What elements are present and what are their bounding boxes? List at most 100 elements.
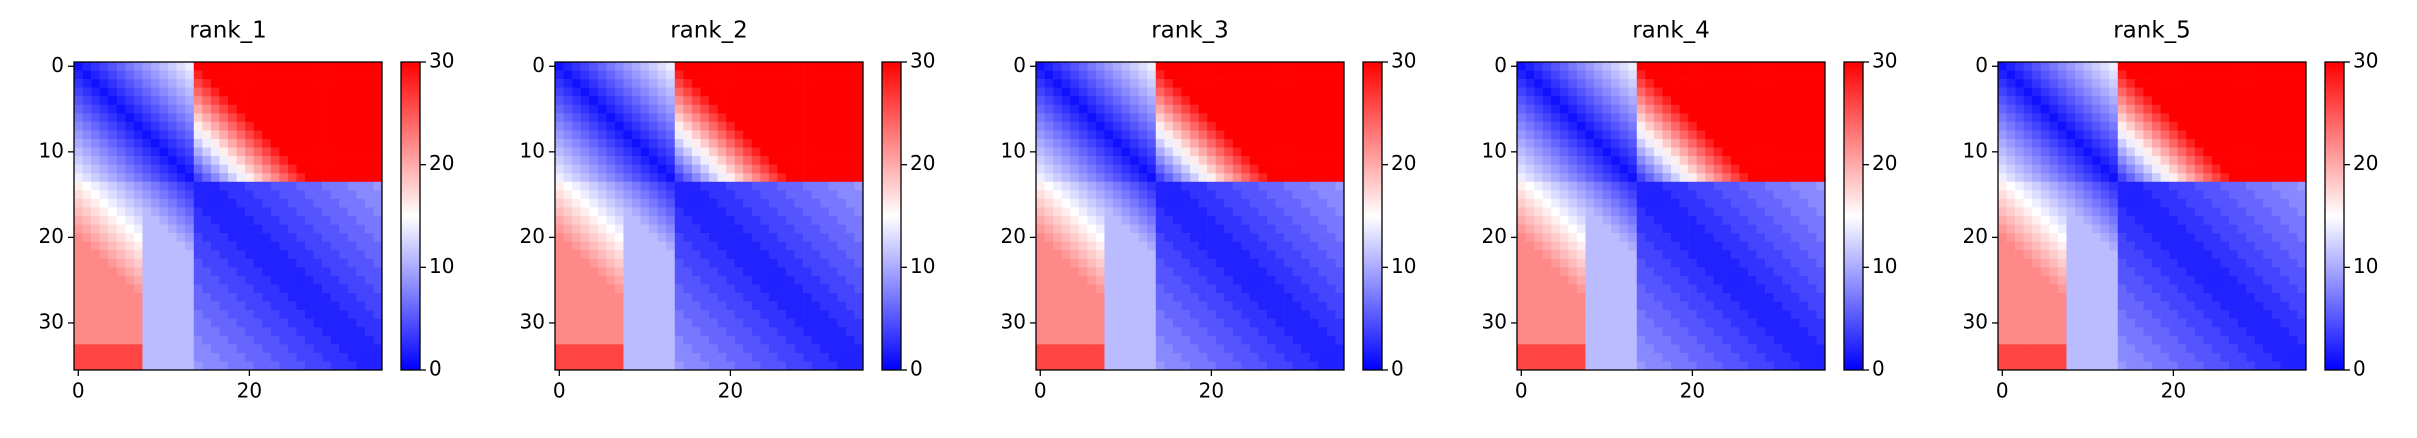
heatmap-cell — [159, 113, 169, 123]
heatmap-cell — [700, 147, 710, 157]
heatmap-cell — [1292, 327, 1302, 337]
heatmap-cell — [1275, 352, 1285, 362]
heatmap-cell — [1576, 250, 1586, 260]
heatmap-cell — [614, 344, 624, 354]
heatmap-cell — [1534, 156, 1543, 165]
heatmap-cell — [820, 361, 830, 371]
heatmap-cell — [1113, 224, 1122, 234]
heatmap-cell — [1748, 190, 1757, 200]
heatmap-cell — [1568, 173, 1578, 183]
heatmap-cell — [794, 241, 804, 251]
heatmap-cell — [1326, 181, 1336, 191]
heatmap-cell — [330, 70, 340, 80]
heatmap-cell — [623, 293, 633, 302]
heatmap-cell — [1653, 173, 1663, 183]
heatmap-cell — [236, 198, 246, 208]
heatmap-cell — [176, 344, 186, 354]
heatmap-cell — [1525, 87, 1535, 97]
heatmap-cell — [287, 121, 297, 131]
heatmap-cell — [640, 62, 650, 71]
heatmap-cell — [1576, 275, 1586, 285]
heatmap-cell — [580, 327, 590, 337]
heatmap-cell — [125, 113, 135, 123]
heatmap-cell — [666, 361, 676, 371]
heatmap-cell — [193, 147, 203, 157]
heatmap-cell — [1232, 164, 1242, 174]
heatmap-cell — [116, 147, 126, 157]
heatmap-cell — [142, 190, 152, 200]
heatmap-cell — [1241, 87, 1251, 97]
heatmap-cell — [589, 310, 599, 319]
heatmap-cell — [108, 164, 118, 174]
heatmap-cell — [1164, 70, 1174, 80]
heatmap-cell — [1181, 147, 1191, 157]
heatmap-cell — [1138, 190, 1148, 200]
heatmap-cell — [1095, 164, 1105, 174]
heatmap-cell — [1739, 258, 1749, 268]
heatmap-cell — [1087, 241, 1097, 251]
heatmap-cell — [1207, 70, 1216, 80]
heatmap-cell — [1207, 62, 1216, 71]
heatmap-cell — [1249, 284, 1259, 294]
heatmap-cell — [1790, 258, 1800, 268]
heatmap-cell — [279, 293, 289, 302]
heatmap-cell — [1713, 198, 1723, 208]
heatmap-cell — [623, 198, 633, 208]
heatmap-cell — [1249, 62, 1259, 71]
heatmap-cell — [1576, 164, 1586, 174]
heatmap-cell — [632, 241, 641, 251]
heatmap-cell — [1147, 361, 1157, 371]
heatmap-cell — [82, 113, 92, 123]
heatmap-cell — [1104, 79, 1114, 88]
heatmap-cell — [1551, 164, 1561, 174]
heatmap-cell — [1653, 207, 1663, 217]
heatmap-cell — [666, 173, 676, 183]
heatmap-cell — [1602, 147, 1612, 157]
heatmap-cell — [1722, 104, 1732, 114]
heatmap-cell — [700, 241, 710, 251]
heatmap-cell — [1198, 198, 1208, 208]
heatmap-cell — [1155, 113, 1165, 123]
heatmap-cell — [854, 327, 864, 337]
heatmap-cell — [108, 207, 118, 217]
heatmap-cell — [845, 233, 855, 242]
heatmap-cell — [1249, 293, 1259, 302]
heatmap-cell — [1164, 181, 1174, 191]
heatmap-cell — [1130, 147, 1139, 157]
heatmap-cell — [159, 241, 169, 251]
heatmap-cell — [768, 327, 778, 337]
heatmap-cell — [1249, 361, 1259, 371]
heatmap-cell — [322, 267, 331, 277]
heatmap-cell — [219, 62, 229, 71]
heatmap-cell — [1232, 301, 1242, 311]
heatmap-cell — [1172, 361, 1182, 371]
heatmap-cell — [1070, 361, 1080, 371]
heatmap-cell — [99, 352, 109, 362]
heatmap-cell — [1318, 301, 1328, 311]
heatmap-cell — [245, 156, 254, 165]
heatmap-cell — [1585, 216, 1595, 225]
heatmap-cell — [820, 104, 830, 114]
heatmap-cell — [74, 233, 83, 242]
heatmap-cell — [1241, 352, 1251, 362]
heatmap-cell — [1790, 87, 1800, 97]
heatmap-cell — [837, 139, 847, 148]
heatmap-cell — [1611, 147, 1620, 157]
heatmap-cell — [193, 121, 203, 131]
heatmap-cell — [1301, 156, 1311, 165]
heatmap-cell — [185, 147, 195, 157]
heatmap-cell — [1070, 352, 1080, 362]
heatmap-cell — [572, 250, 581, 260]
heatmap-cell — [1070, 70, 1080, 80]
heatmap-cell — [1534, 233, 1543, 242]
heatmap-cell — [1292, 87, 1302, 97]
heatmap-cell — [1249, 79, 1259, 88]
heatmap-cell — [322, 301, 331, 311]
heatmap-cell — [649, 164, 658, 174]
heatmap-cell — [606, 181, 616, 191]
heatmap-cell — [1636, 207, 1646, 217]
heatmap-cell — [572, 352, 581, 362]
heatmap-cell — [1748, 258, 1757, 268]
heatmap-cell — [1044, 113, 1054, 123]
heatmap-cell — [279, 79, 289, 88]
